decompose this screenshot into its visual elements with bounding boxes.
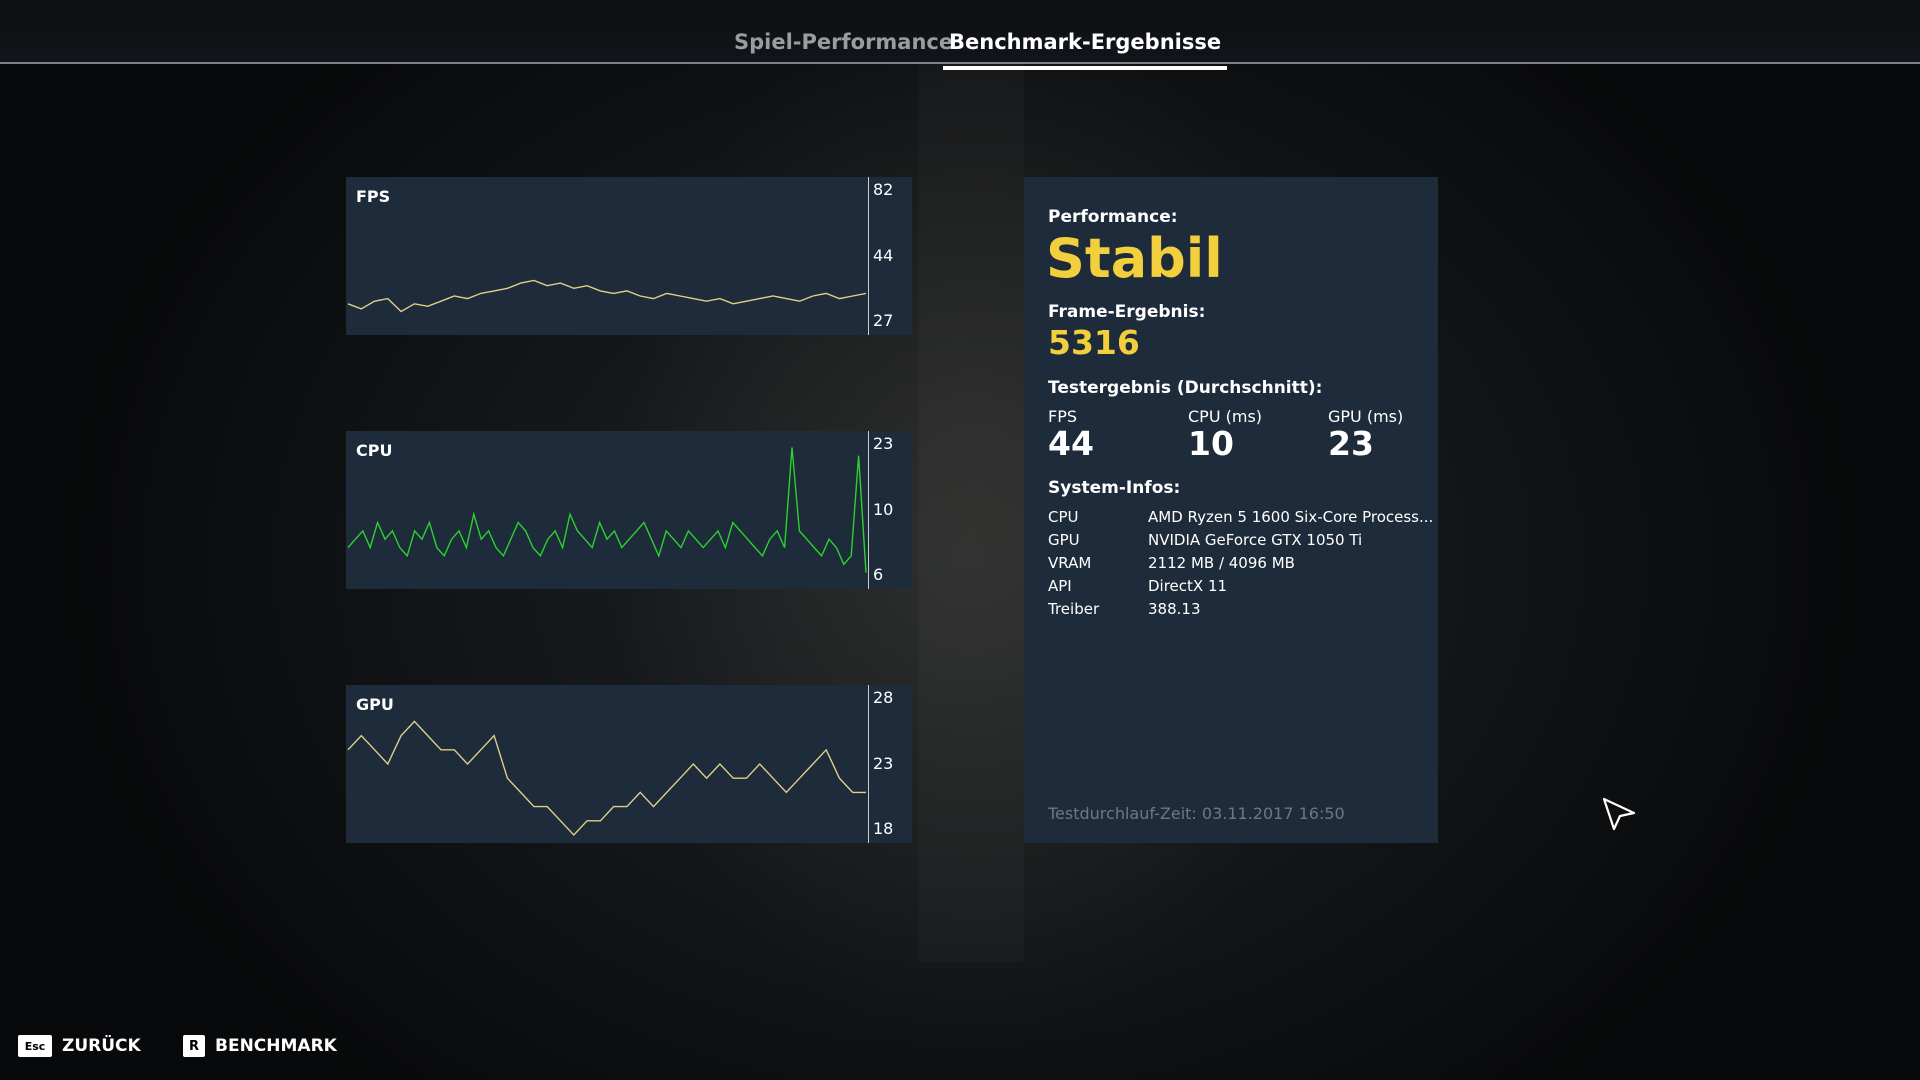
fps-tick-avg: 44 [873,246,894,265]
gpu-series-line [347,720,866,837]
stat-gpu-label: GPU (ms) [1328,407,1404,426]
cpu-graph-plot [347,447,867,573]
frame-result-label: Frame-Ergebnis: [1048,302,1206,322]
sysinfo-label: System-Infos: [1048,478,1181,498]
sysinfo-gpu-key: GPU [1048,531,1080,549]
cpu-tick-max: 23 [873,434,894,453]
fps-tick-max: 82 [873,180,894,199]
frame-result-value: 5316 [1048,323,1140,362]
benchmark-button-label: BENCHMARK [215,1036,337,1056]
results-panel: Performance: Stabil Frame-Ergebnis: 5316… [1024,177,1438,843]
performance-value: Stabil [1046,227,1223,290]
fps-graph-label: FPS [356,187,391,206]
performance-label: Performance: [1048,207,1178,227]
stat-fps-value: 44 [1048,424,1094,463]
fps-graph-axis [868,177,869,335]
test-result-label: Testergebnis (Durchschnitt): [1048,378,1323,398]
sysinfo-cpu-value: AMD Ryzen 5 1600 Six-Core Process... [1148,508,1434,526]
fps-tick-min: 27 [873,311,894,330]
fps-graph: FPS 82 44 27 [346,177,912,335]
gpu-tick-min: 18 [873,819,894,838]
cpu-tick-min: 6 [873,565,884,584]
sysinfo-vram-value: 2112 MB / 4096 MB [1148,554,1295,572]
gpu-tick-max: 28 [873,688,894,707]
fps-series-line [347,279,867,313]
gpu-graph-label: GPU [356,695,394,714]
gpu-tick-avg: 23 [873,754,894,773]
cpu-series-line [347,447,867,573]
gpu-graph-plot [347,720,866,837]
stat-cpu-value: 10 [1188,424,1234,463]
cpu-graph: CPU 23 10 6 [346,431,912,589]
sysinfo-api-key: API [1048,577,1072,595]
gpu-graph-axis [868,685,869,843]
stat-fps-label: FPS [1048,407,1078,426]
benchmark-button[interactable]: R BENCHMARK [183,1034,337,1058]
sysinfo-vram-key: VRAM [1048,554,1092,572]
stat-cpu-label: CPU (ms) [1188,407,1263,426]
fps-graph-plot [347,279,867,313]
sysinfo-driver-key: Treiber [1048,600,1100,618]
sysinfo-driver-value: 388.13 [1148,600,1201,618]
cpu-graph-label: CPU [356,441,393,460]
cpu-graph-axis [868,431,869,589]
r-key-icon: R [183,1035,205,1057]
back-button[interactable]: Esc ZURÜCK [18,1034,141,1058]
background-hieroglyph-column [918,62,1024,962]
sysinfo-api-value: DirectX 11 [1148,577,1228,595]
tab-benchmark-ergebnisse[interactable]: Benchmark-Ergebnisse [942,30,1228,70]
stat-gpu-value: 23 [1328,424,1374,463]
esc-key-icon: Esc [18,1035,52,1057]
sysinfo-cpu-key: CPU [1048,508,1079,526]
top-bar: Spiel-Performance Benchmark-Ergebnisse [0,0,1920,70]
back-button-label: ZURÜCK [62,1036,141,1056]
gpu-graph: GPU 28 23 18 [346,685,912,843]
tab-spiel-performance[interactable]: Spiel-Performance [734,30,954,54]
test-run-timestamp: Testdurchlauf-Zeit: 03.11.2017 16:50 [1048,804,1345,823]
mouse-cursor-icon [1602,797,1636,831]
sysinfo-gpu-value: NVIDIA GeForce GTX 1050 Ti [1148,531,1363,549]
cpu-tick-avg: 10 [873,500,894,519]
